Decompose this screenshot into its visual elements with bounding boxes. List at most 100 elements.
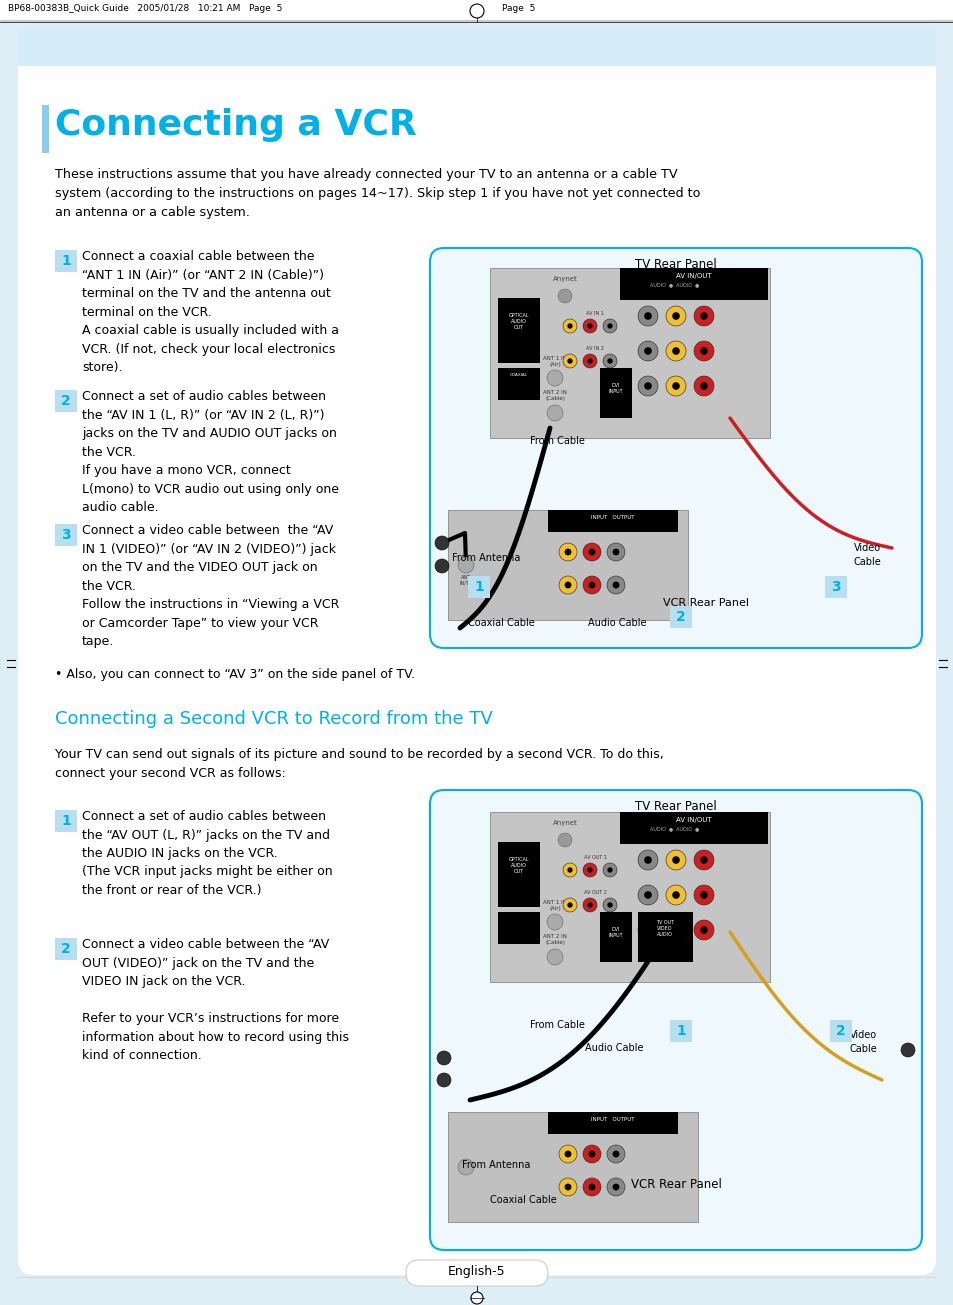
Text: TV OUT
VIDEO
AUDIO: TV OUT VIDEO AUDIO (656, 920, 674, 937)
Bar (0, 0, 953, 22)
Circle shape (607, 868, 612, 873)
Bar (448, 1112, 698, 1221)
Bar (547, 510, 678, 532)
Circle shape (602, 354, 617, 368)
Circle shape (665, 920, 685, 940)
Circle shape (602, 318, 617, 333)
Text: OPTICAL
AUDIO
OUT: OPTICAL AUDIO OUT (508, 313, 529, 330)
Circle shape (638, 885, 658, 904)
Circle shape (567, 868, 572, 873)
Text: Audio Cable: Audio Cable (587, 619, 646, 628)
Text: • Also, you can connect to “AV 3” on the side panel of TV.: • Also, you can connect to “AV 3” on the… (55, 668, 415, 681)
Circle shape (643, 927, 651, 934)
FancyBboxPatch shape (430, 248, 921, 649)
Circle shape (582, 354, 597, 368)
Circle shape (582, 1178, 600, 1195)
Text: 2: 2 (676, 609, 685, 624)
Circle shape (567, 324, 572, 329)
Text: Coaxial Cable: Coaxial Cable (468, 619, 535, 628)
Circle shape (665, 850, 685, 870)
Circle shape (602, 863, 617, 877)
Text: From Cable: From Cable (530, 436, 584, 446)
Bar (497, 912, 539, 944)
Circle shape (562, 354, 577, 368)
Bar (497, 298, 539, 363)
Circle shape (643, 891, 651, 899)
Text: Anynet: Anynet (552, 820, 577, 826)
Text: AV IN/OUT: AV IN/OUT (676, 817, 711, 823)
FancyBboxPatch shape (18, 27, 935, 67)
Circle shape (606, 576, 624, 594)
Text: From Antenna: From Antenna (461, 1160, 530, 1171)
Circle shape (612, 582, 618, 589)
Circle shape (562, 318, 577, 333)
Circle shape (564, 1151, 571, 1158)
Text: Page  5: Page 5 (501, 4, 535, 13)
Circle shape (582, 863, 597, 877)
Circle shape (546, 371, 562, 386)
Circle shape (638, 376, 658, 395)
Bar (55, 390, 77, 412)
Bar (55, 251, 77, 271)
Text: BP68-00383B_Quick Guide   2005/01/28   10:21 AM   Page  5: BP68-00383B_Quick Guide 2005/01/28 10:21… (8, 4, 282, 13)
Circle shape (900, 1043, 914, 1057)
Circle shape (558, 543, 577, 561)
Circle shape (588, 582, 595, 589)
Circle shape (587, 359, 592, 364)
Circle shape (672, 891, 679, 899)
Circle shape (700, 856, 707, 864)
Text: AUDIO  ●  AUDIO  ●: AUDIO ● AUDIO ● (649, 826, 699, 831)
Circle shape (607, 902, 612, 908)
Circle shape (602, 898, 617, 912)
Bar (638, 912, 692, 962)
Circle shape (672, 856, 679, 864)
Circle shape (558, 1178, 577, 1195)
Circle shape (606, 543, 624, 561)
Circle shape (558, 1144, 577, 1163)
Bar (55, 525, 77, 545)
FancyBboxPatch shape (18, 27, 935, 1275)
Bar (448, 510, 687, 620)
Circle shape (587, 868, 592, 873)
Text: Connect a set of audio cables between
the “AV IN 1 (L, R)” (or “AV IN 2 (L, R)”): Connect a set of audio cables between th… (82, 390, 338, 514)
Circle shape (672, 927, 679, 934)
Bar (497, 842, 539, 907)
Circle shape (643, 382, 651, 390)
Text: 1: 1 (474, 579, 483, 594)
Circle shape (693, 341, 713, 361)
Text: ANT 1 IN
(Air): ANT 1 IN (Air) (542, 900, 566, 911)
Circle shape (693, 850, 713, 870)
Circle shape (436, 1073, 451, 1087)
Circle shape (582, 543, 600, 561)
Text: 3: 3 (61, 529, 71, 542)
Circle shape (470, 4, 483, 18)
Circle shape (612, 1151, 618, 1158)
Bar (599, 368, 631, 418)
Text: Your TV can send out signals of its picture and sound to be recorded by a second: Your TV can send out signals of its pict… (55, 748, 663, 780)
Circle shape (612, 548, 618, 556)
Text: DVI
INPUT: DVI INPUT (608, 382, 622, 394)
Text: From Cable: From Cable (530, 1021, 584, 1030)
Text: 1: 1 (676, 1024, 685, 1037)
Bar (55, 810, 77, 833)
Text: Connecting a VCR: Connecting a VCR (55, 108, 416, 142)
Bar (619, 812, 767, 844)
Circle shape (567, 359, 572, 364)
Circle shape (643, 856, 651, 864)
Circle shape (672, 347, 679, 355)
Circle shape (558, 288, 572, 303)
Bar (547, 1112, 678, 1134)
Circle shape (638, 850, 658, 870)
Circle shape (558, 576, 577, 594)
Bar (824, 576, 846, 598)
Text: OPTICAL
AUDIO
OUT: OPTICAL AUDIO OUT (508, 857, 529, 874)
Text: AV IN 2: AV IN 2 (585, 346, 603, 351)
Circle shape (693, 920, 713, 940)
Circle shape (700, 891, 707, 899)
Circle shape (612, 1184, 618, 1190)
Circle shape (606, 1144, 624, 1163)
Circle shape (700, 927, 707, 934)
Circle shape (587, 902, 592, 908)
Circle shape (588, 1151, 595, 1158)
Circle shape (607, 324, 612, 329)
